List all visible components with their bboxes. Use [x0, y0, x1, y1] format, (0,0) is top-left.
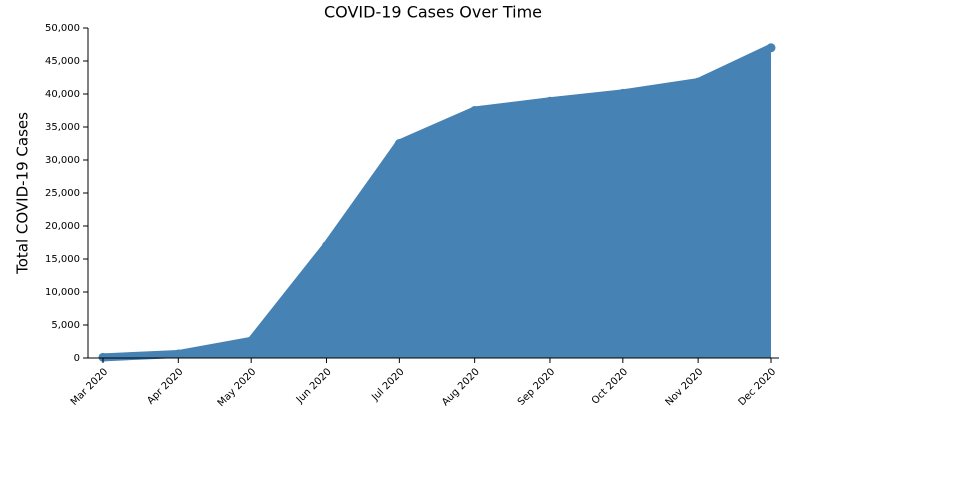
y-tick-label: 35,000 [45, 122, 80, 133]
y-tick-label: 20,000 [45, 221, 80, 232]
y-tick-label: 25,000 [45, 188, 80, 199]
x-tick-label: Nov 2020 [664, 366, 706, 408]
point [173, 349, 183, 359]
y-tick-label: 40,000 [45, 89, 80, 100]
point [766, 43, 776, 53]
area [103, 47, 771, 359]
line [99, 43, 775, 362]
point [321, 241, 331, 251]
y-tick-label: 30,000 [45, 155, 80, 166]
x-tick-label: May 2020 [216, 366, 259, 409]
x-tick-label: Jun 2020 [294, 366, 334, 406]
y-axis-label: Total COVID-19 Cases [14, 112, 32, 275]
y-tick-label: 45,000 [45, 56, 80, 67]
point [693, 77, 703, 87]
x-tick-label: Oct 2020 [590, 366, 630, 406]
x-tick-label: Sep 2020 [516, 366, 557, 407]
y-tick-label: 0 [74, 353, 80, 364]
point [98, 352, 108, 362]
y-tick-label: 15,000 [45, 254, 80, 265]
x-tick-label: Dec 2020 [737, 366, 779, 408]
y-tick-label: 50,000 [45, 23, 80, 34]
x-tick-label: Apr 2020 [145, 366, 185, 406]
x-tick-label: Mar 2020 [69, 366, 110, 407]
point [394, 139, 404, 148]
point [618, 88, 628, 98]
point [470, 106, 480, 115]
y-tick-label: 10,000 [45, 287, 80, 298]
y-tick-label: 5,000 [51, 320, 80, 331]
x-tick-label: Jul 2020 [369, 366, 406, 403]
point [545, 96, 555, 106]
point [246, 336, 256, 346]
chart-title: COVID-19 Cases Over Time [324, 3, 542, 22]
x-tick-label: Aug 2020 [440, 366, 482, 408]
